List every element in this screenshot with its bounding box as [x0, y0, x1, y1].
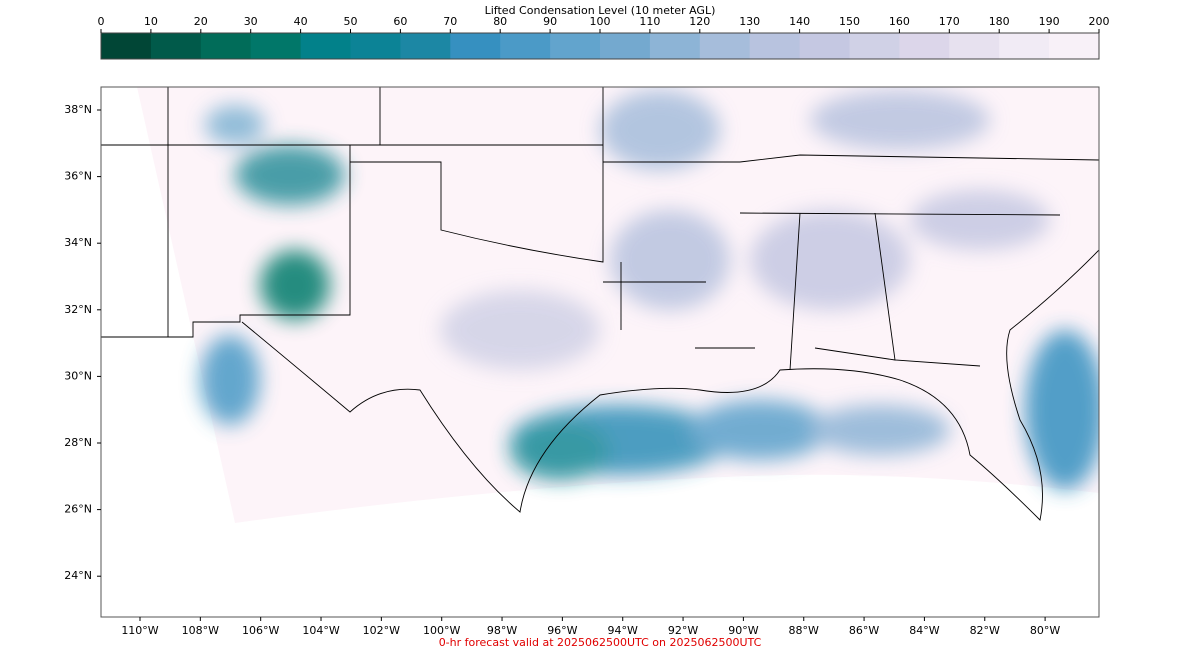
colorbar-tick-label: 140	[789, 15, 810, 28]
lon-tick-label: 84°W	[909, 624, 939, 637]
lon-tick-label: 108°W	[182, 624, 219, 637]
colorbar-segment	[1049, 33, 1100, 59]
colorbar-segment	[150, 33, 202, 59]
lon-tick-label: 98°W	[487, 624, 517, 637]
lon-tick-label: 90°W	[728, 624, 758, 637]
colorbar-segment	[899, 33, 950, 59]
colorbar-segment	[450, 33, 501, 59]
colorbar-segment	[550, 33, 601, 59]
colorbar-tick-label: 150	[839, 15, 860, 28]
footer: 0-hr forecast valid at 2025062500UTC on …	[439, 636, 762, 649]
colorbar-segment	[649, 33, 701, 59]
colorbar-tick-label: 120	[689, 15, 710, 28]
colorbar-tick-label: 60	[393, 15, 407, 28]
lat-tick-label: 38°N	[64, 103, 92, 116]
colorbar-tick-label: 190	[1039, 15, 1060, 28]
colorbar-tick-label: 170	[939, 15, 960, 28]
field	[200, 90, 1099, 490]
map-area	[101, 87, 1099, 523]
colorbar-tick-label: 160	[889, 15, 910, 28]
colorbar-tick-label: 10	[144, 15, 158, 28]
map-frame	[100, 86, 1100, 618]
colorbar-title: Lifted Condensation Level (10 meter AGL)	[485, 4, 716, 17]
colorbar-segment	[350, 33, 401, 59]
colorbar-segment	[200, 33, 252, 59]
colorbar-segment	[849, 33, 900, 59]
colorbar-segment	[250, 33, 302, 59]
lon-tick-label: 94°W	[608, 624, 638, 637]
colorbar-segment	[799, 33, 850, 59]
lon-tick-label: 82°W	[970, 624, 1000, 637]
lat-tick-label: 28°N	[64, 436, 92, 449]
colorbar-segment	[101, 33, 152, 59]
colorbar-segment	[500, 33, 551, 59]
lat-tick-label: 30°N	[64, 369, 92, 382]
lon-tick-label: 86°W	[849, 624, 879, 637]
colorbar-tick-label: 20	[194, 15, 208, 28]
colorbar-tick-label: 50	[344, 15, 358, 28]
lon-tick-label: 96°W	[547, 624, 577, 637]
lon-tick-label: 92°W	[668, 624, 698, 637]
colorbar-tick-label: 130	[739, 15, 760, 28]
colorbar-tick-label: 70	[443, 15, 457, 28]
colorbar-segment	[300, 33, 351, 59]
lat-tick-label: 26°N	[64, 503, 92, 516]
colorbar-segment	[400, 33, 451, 59]
lat-tick-label: 34°N	[64, 236, 92, 249]
colorbar-tick-label: 90	[543, 15, 557, 28]
lon-tick-label: 80°W	[1030, 624, 1060, 637]
lat-tick-label: 24°N	[64, 569, 92, 582]
colorbar-segment	[949, 33, 1000, 59]
colorbar-tick-label: 40	[294, 15, 308, 28]
lon-tick-label: 110°W	[121, 624, 158, 637]
lat-tick-label: 32°N	[64, 303, 92, 316]
lon-tick-label: 88°W	[789, 624, 819, 637]
lat-tick-label: 36°N	[64, 170, 92, 183]
colorbar-tick-label: 100	[590, 15, 611, 28]
colorbar-tick-label: 180	[989, 15, 1010, 28]
lon-tick-label: 102°W	[363, 624, 400, 637]
colorbar-segment	[600, 33, 651, 59]
lon-tick-label: 104°W	[302, 624, 339, 637]
colorbar-tick-label: 80	[493, 15, 507, 28]
lon-tick-label: 106°W	[242, 624, 279, 637]
colorbar: 0 10 20 30 40 50 60 70 80 90 100 110 120 130 140 150 160…	[98, 15, 1110, 60]
colorbar-tick-label: 200	[1089, 15, 1110, 28]
colorbar-tick-label: 30	[244, 15, 258, 28]
colorbar-segment	[749, 33, 801, 59]
axis-labels: 38°N 36°N 34°N 32°N 30°N 28°N 26°N 24°N 110°W 108…	[64, 103, 1060, 637]
colorbar-tick-label: 0	[98, 15, 105, 28]
lon-tick-label: 100°W	[423, 624, 460, 637]
colorbar-segment	[999, 33, 1050, 59]
borders	[101, 87, 1099, 521]
colorbar-tick-label: 110	[639, 15, 660, 28]
colorbar-segment	[699, 33, 751, 59]
